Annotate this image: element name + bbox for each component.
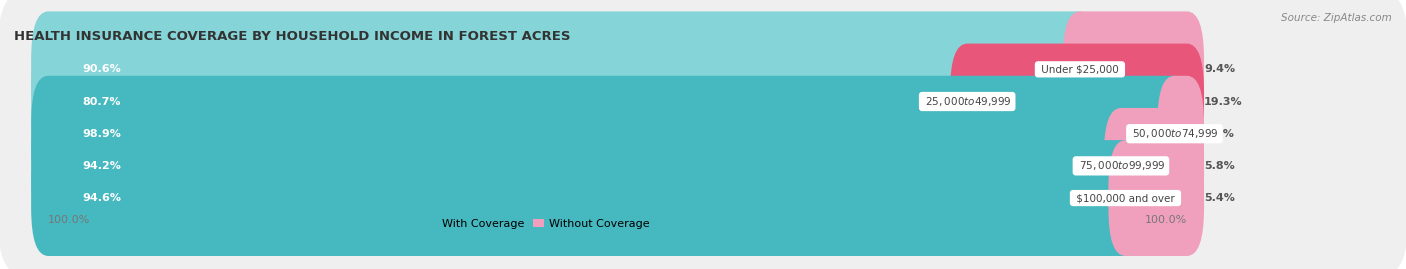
Text: 94.6%: 94.6% (83, 193, 121, 203)
FancyBboxPatch shape (0, 122, 1406, 269)
Text: 98.9%: 98.9% (83, 129, 121, 139)
Text: Under $25,000: Under $25,000 (1038, 64, 1122, 74)
Text: $50,000 to $74,999: $50,000 to $74,999 (1129, 127, 1219, 140)
Legend: With Coverage, Without Coverage: With Coverage, Without Coverage (426, 218, 650, 229)
Text: Source: ZipAtlas.com: Source: ZipAtlas.com (1281, 13, 1392, 23)
FancyBboxPatch shape (1157, 76, 1204, 192)
Text: 94.2%: 94.2% (83, 161, 121, 171)
FancyBboxPatch shape (1063, 11, 1204, 127)
FancyBboxPatch shape (31, 11, 1097, 127)
Text: 80.7%: 80.7% (83, 97, 121, 107)
FancyBboxPatch shape (1104, 108, 1204, 224)
Text: 100.0%: 100.0% (48, 215, 90, 225)
Text: 5.8%: 5.8% (1204, 161, 1234, 171)
Text: 9.4%: 9.4% (1204, 64, 1236, 74)
Text: $25,000 to $49,999: $25,000 to $49,999 (922, 95, 1012, 108)
Text: 19.3%: 19.3% (1204, 97, 1243, 107)
FancyBboxPatch shape (0, 0, 1406, 145)
Text: 100.0%: 100.0% (1144, 215, 1187, 225)
Text: 90.6%: 90.6% (83, 64, 121, 74)
Text: HEALTH INSURANCE COVERAGE BY HOUSEHOLD INCOME IN FOREST ACRES: HEALTH INSURANCE COVERAGE BY HOUSEHOLD I… (14, 30, 571, 43)
FancyBboxPatch shape (31, 140, 1143, 256)
FancyBboxPatch shape (0, 90, 1406, 242)
FancyBboxPatch shape (31, 76, 1191, 192)
FancyBboxPatch shape (31, 108, 1137, 224)
FancyBboxPatch shape (0, 58, 1406, 210)
FancyBboxPatch shape (950, 44, 1204, 160)
Text: 5.4%: 5.4% (1204, 193, 1234, 203)
Text: $75,000 to $99,999: $75,000 to $99,999 (1076, 159, 1166, 172)
FancyBboxPatch shape (31, 44, 984, 160)
Text: 1.1%: 1.1% (1204, 129, 1234, 139)
FancyBboxPatch shape (0, 26, 1406, 178)
Text: $100,000 and over: $100,000 and over (1073, 193, 1178, 203)
FancyBboxPatch shape (1108, 140, 1204, 256)
